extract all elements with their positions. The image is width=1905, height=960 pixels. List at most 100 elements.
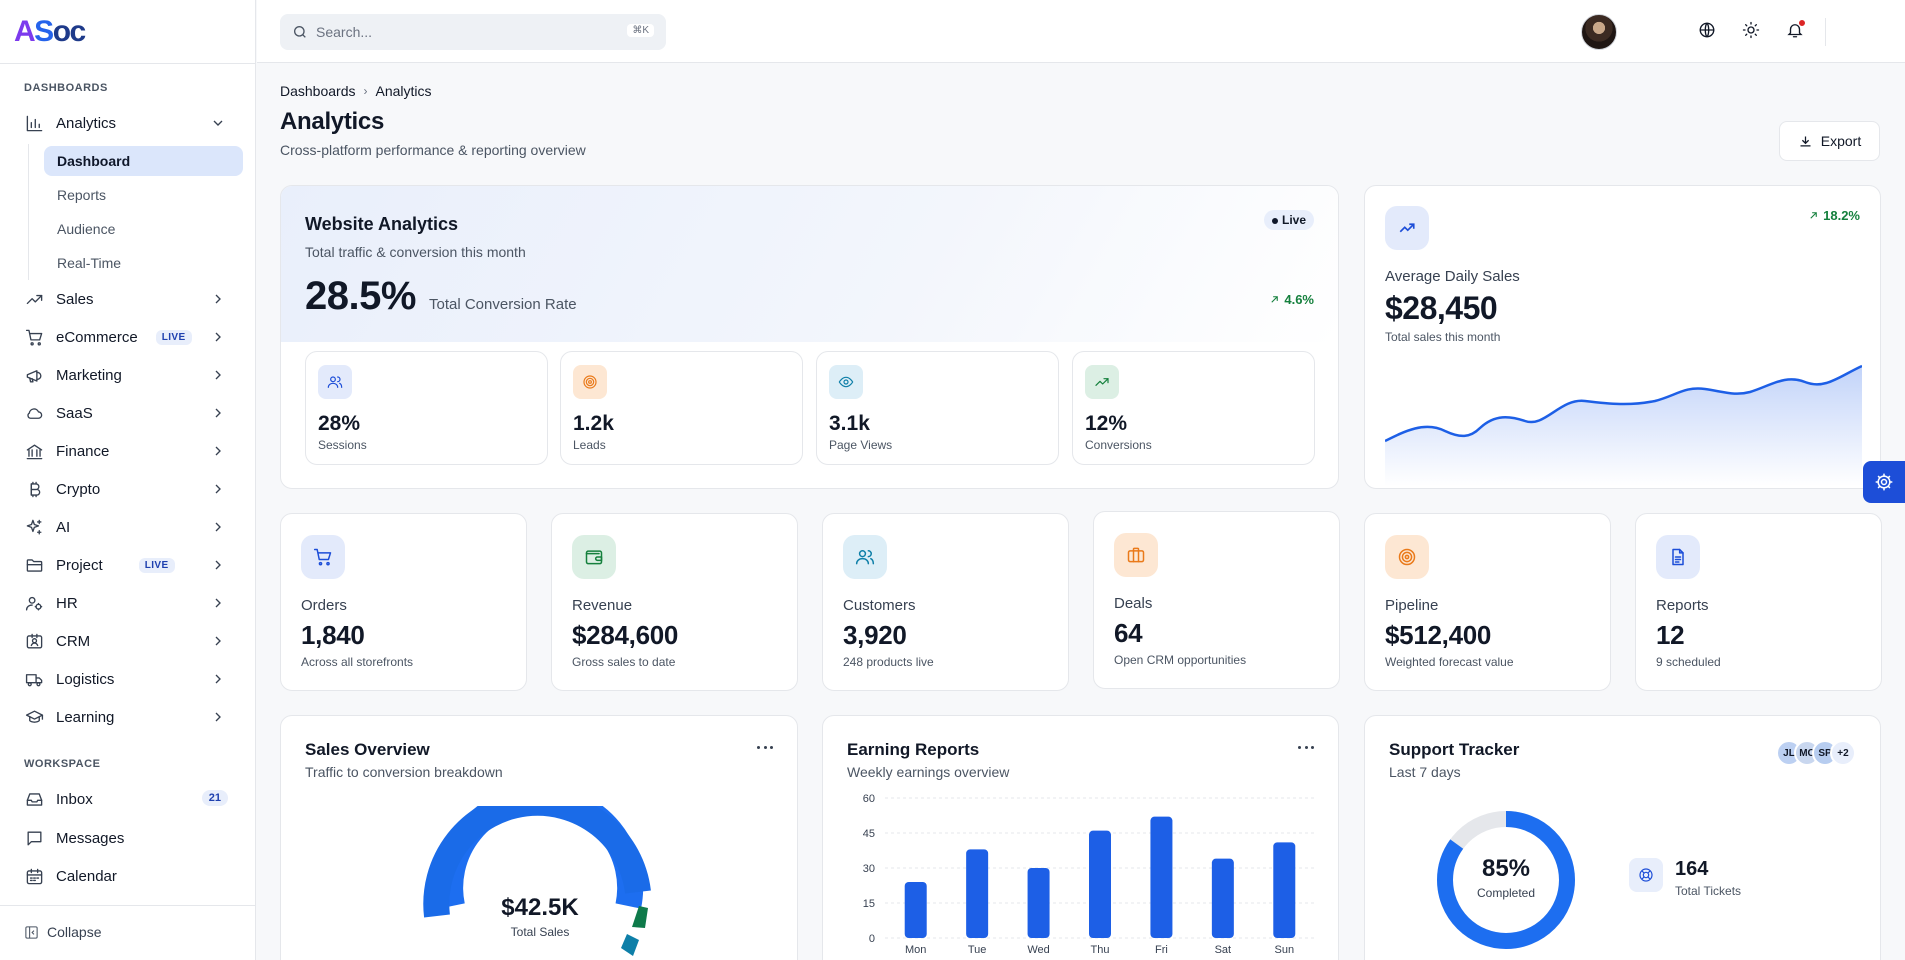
sun-icon[interactable] <box>1742 21 1762 41</box>
logo-wordmark: ASoc <box>14 15 86 48</box>
conversion-trend-value: 4.6% <box>1284 292 1314 307</box>
stat-value: 12 <box>1656 620 1685 650</box>
x-tick-label: Sat <box>1215 944 1232 956</box>
metric-leads: 1.2k Leads <box>560 351 803 465</box>
page-title: Analytics <box>280 108 385 135</box>
chevron-right-icon <box>210 443 226 459</box>
avatar[interactable] <box>1581 14 1617 50</box>
search-shortcut: ⌘K <box>627 24 654 37</box>
bar-mon[interactable] <box>904 882 927 938</box>
metric-value: 3.1k <box>829 412 870 435</box>
sidebar-item-messages[interactable]: Messages <box>16 822 240 854</box>
stat-subtitle: Gross sales to date <box>572 655 676 669</box>
trend-icon <box>1385 206 1429 250</box>
bar-thu[interactable] <box>1089 830 1111 938</box>
stat-label: Reports <box>1656 597 1709 614</box>
sidebar-item-calendar[interactable]: Calendar <box>16 860 240 892</box>
sparkline-area <box>1385 366 1862 486</box>
sidebar-item-label: Analytics <box>56 114 117 132</box>
metric-conversions: 12% Conversions <box>1072 351 1315 465</box>
sidebar-item-project[interactable]: Project LIVE <box>16 549 240 581</box>
conversion-rate-value: 28.5% <box>305 274 416 318</box>
bell-icon[interactable] <box>1786 19 1806 41</box>
users-icon <box>318 365 352 399</box>
sidebar-item-label: Project <box>56 556 103 574</box>
collapse-button[interactable]: Collapse <box>24 924 101 940</box>
settings-fab[interactable] <box>1863 461 1905 503</box>
earnings-bar-chart: 0 15 30 45 60 Mon Tue Wed Thu Fri Sat Sun <box>863 793 1315 956</box>
globe-icon[interactable] <box>1698 21 1718 41</box>
bar-wed[interactable] <box>1027 868 1050 938</box>
more-icon[interactable] <box>757 746 773 752</box>
bar-sun[interactable] <box>1273 842 1296 938</box>
sidebar-subitem-realtime[interactable]: Real-Time <box>57 255 122 271</box>
sidebar-item-inbox[interactable]: Inbox 21 <box>16 783 240 815</box>
card-subtitle: Last 7 days <box>1389 764 1461 780</box>
sidebar-subitem-reports[interactable]: Reports <box>57 187 107 203</box>
sidebar-item-label: Crypto <box>56 480 101 498</box>
sidebar-subitem-dashboard[interactable]: Dashboard <box>44 146 243 176</box>
card-title: Support Tracker <box>1389 740 1520 759</box>
more-icon[interactable] <box>1298 746 1314 752</box>
sidebar-subitem-audience[interactable]: Audience <box>57 221 116 237</box>
completion-value: 85% <box>1481 855 1531 882</box>
sidebar-item-label: Sales <box>56 290 94 308</box>
trend-icon <box>24 289 44 309</box>
earning-reports-card: Earning Reports Weekly earnings overview… <box>822 715 1339 960</box>
sidebar-item-hr[interactable]: HR <box>16 587 240 619</box>
sidebar-item-label: AI <box>56 518 71 536</box>
document-icon <box>1656 535 1700 579</box>
chevron-right-icon <box>210 291 226 307</box>
app-logo[interactable]: ASoc <box>14 14 86 50</box>
bar-tue[interactable] <box>966 849 989 938</box>
sales-total-label: Total Sales <box>510 925 570 939</box>
x-tick-label: Tue <box>968 944 987 956</box>
stat-card-orders: Orders 1,840 Across all storefronts <box>280 513 527 691</box>
export-button[interactable]: Export <box>1779 121 1880 161</box>
sidebar-item-finance[interactable]: Finance <box>16 435 240 467</box>
sidebar-item-marketing[interactable]: Marketing <box>16 359 240 391</box>
breadcrumb: Dashboards › Analytics <box>280 83 432 99</box>
sidebar-item-ecommerce[interactable]: eCommerce LIVE <box>16 321 240 353</box>
sidebar-item-label: Inbox <box>56 790 93 808</box>
arrow-up-right-icon <box>1810 212 1817 219</box>
search-input[interactable] <box>316 24 616 40</box>
sidebar-item-crypto[interactable]: Crypto <box>16 473 240 505</box>
sidebar-item-learning[interactable]: Learning <box>16 701 240 733</box>
eye-icon <box>829 365 863 399</box>
bar-fri[interactable] <box>1150 816 1173 938</box>
sidebar-item-label: Finance <box>56 442 110 460</box>
topbar-divider <box>1825 18 1826 46</box>
sidebar-item-label: CRM <box>56 632 91 650</box>
stat-value: 64 <box>1114 618 1143 648</box>
sales-overview-card: Sales Overview Traffic to conversion bre… <box>280 715 798 960</box>
sidebar-item-label: SaaS <box>56 404 93 422</box>
sales-total-value: $42.5K <box>501 894 579 921</box>
sidebar-item-label: HR <box>56 594 78 612</box>
page-subtitle: Cross-platform performance & reporting o… <box>280 142 586 158</box>
live-badge: LIVE <box>138 557 175 573</box>
sidebar-item-logistics[interactable]: Logistics <box>16 663 240 695</box>
sidebar-item-ai[interactable]: AI <box>16 511 240 543</box>
stat-card-customers: Customers 3,920 248 products live <box>822 513 1069 691</box>
folder-icon <box>24 555 44 575</box>
conversion-rate-label: Total Conversion Rate <box>429 296 577 313</box>
bar-sat[interactable] <box>1211 858 1234 938</box>
bank-icon <box>24 441 44 461</box>
sidebar-item-saas[interactable]: SaaS <box>16 397 240 429</box>
stat-label: Orders <box>301 597 347 614</box>
stat-subtitle: Weighted forecast value <box>1385 655 1514 669</box>
donut-segment-blue <box>423 806 651 918</box>
sidebar-item-label: Learning <box>56 708 115 726</box>
sidebar-item-crm[interactable]: CRM <box>16 625 240 657</box>
website-analytics-subtitle: Total traffic & conversion this month <box>305 244 526 260</box>
average-daily-sales-card: 18.2% Average Daily Sales $28,450 Total … <box>1364 185 1881 489</box>
sparkles-icon <box>24 517 44 537</box>
live-badge: LIVE <box>155 329 192 345</box>
sidebar-item-sales[interactable]: Sales <box>16 283 240 315</box>
assignee-avatars[interactable]: JL MC SP +2 <box>1776 740 1856 766</box>
metric-label: Conversions <box>1085 438 1152 452</box>
search-box[interactable]: ⌘K <box>280 14 666 50</box>
sidebar-item-analytics[interactable]: Analytics <box>16 107 240 139</box>
breadcrumb-dashboards[interactable]: Dashboards <box>280 83 356 99</box>
